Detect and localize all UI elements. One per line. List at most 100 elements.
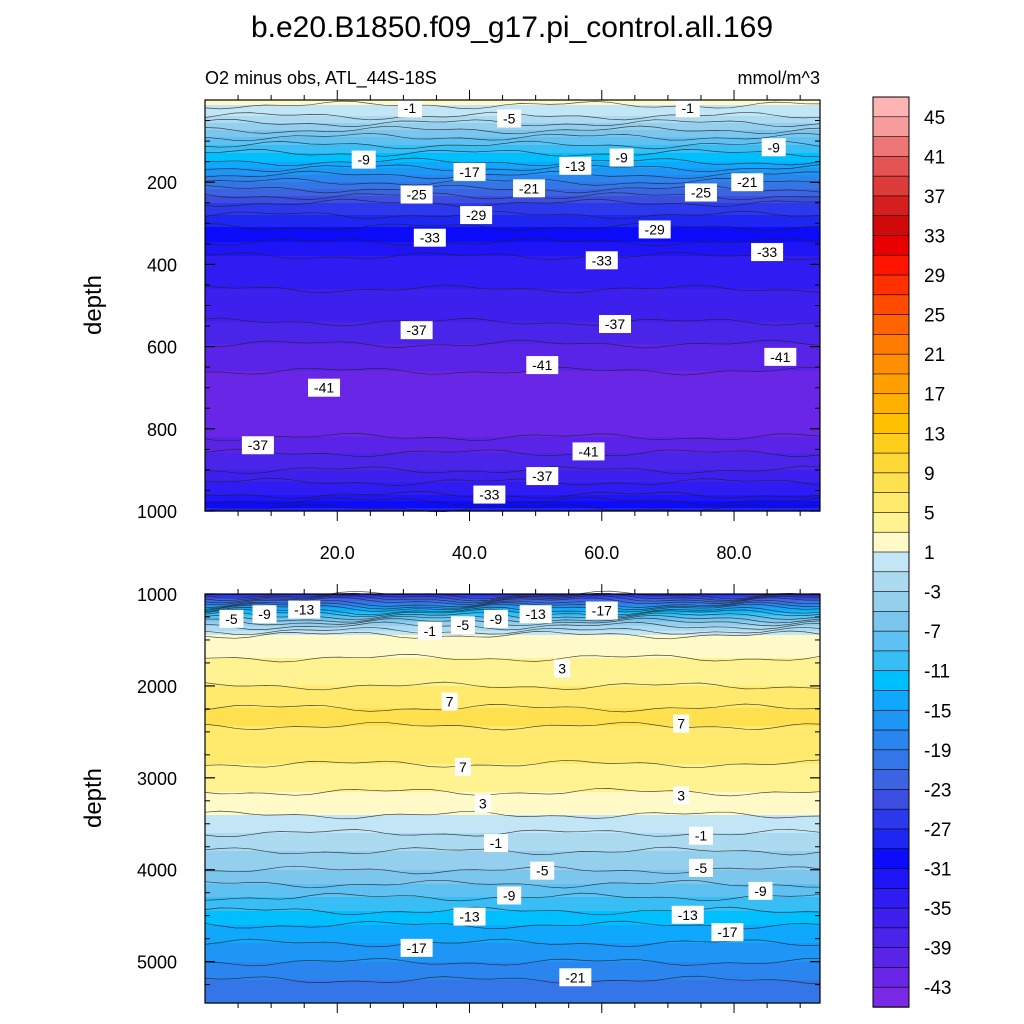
contour-band — [205, 644, 820, 646]
colorbar-label: -11 — [924, 662, 950, 683]
contour-band — [205, 798, 820, 800]
colorbar-label: 41 — [924, 147, 945, 168]
contour-band — [205, 271, 820, 273]
svg-text:-1: -1 — [424, 623, 437, 639]
contour-label: -33 — [473, 485, 506, 504]
contour-band — [205, 249, 820, 251]
contour-band — [205, 636, 820, 638]
contour-band — [205, 432, 820, 434]
contour-line — [204, 170, 821, 180]
contour-band — [205, 682, 820, 684]
colorbar-swatch — [872, 393, 910, 415]
contour-line — [204, 810, 821, 820]
contour-band — [205, 712, 820, 714]
contour-band — [205, 476, 820, 478]
contour-line — [204, 164, 821, 173]
contour-band — [205, 747, 820, 749]
contour-band — [205, 452, 820, 454]
svg-text:-9: -9 — [615, 150, 628, 166]
contour-band — [205, 253, 820, 255]
svg-text:-25: -25 — [406, 187, 426, 203]
contour-band — [205, 784, 820, 786]
contour-band — [205, 613, 820, 615]
contour-band — [205, 754, 820, 756]
contour-band — [205, 258, 820, 260]
contour-band — [205, 864, 820, 866]
contour-band — [205, 179, 820, 181]
contour-band — [205, 188, 820, 190]
contour-band — [205, 294, 820, 296]
contour-band — [205, 971, 820, 973]
contour-band — [205, 856, 820, 858]
contour-band — [205, 394, 820, 396]
contour-band — [205, 411, 820, 413]
contour-line — [204, 828, 821, 837]
contour-band — [205, 821, 820, 823]
contour-band — [205, 208, 820, 210]
colorbar-swatch — [872, 907, 910, 929]
contour-band — [205, 803, 820, 805]
contour-band — [205, 480, 820, 482]
contour-label: -5 — [688, 858, 713, 877]
contour-band — [205, 431, 820, 433]
contour-band — [205, 844, 820, 846]
contour-band — [205, 214, 820, 216]
contour-band — [205, 828, 820, 830]
colorbar-label: 13 — [924, 424, 945, 445]
contour-label: -41 — [308, 378, 341, 397]
contour-band — [205, 734, 820, 736]
contour-band — [205, 826, 820, 828]
svg-text:-33: -33 — [479, 487, 499, 503]
contour-band — [205, 871, 820, 873]
contour-band — [205, 849, 820, 851]
contour-band — [205, 857, 820, 859]
contour-band — [205, 954, 820, 956]
contour-band — [205, 136, 820, 138]
contour-band — [205, 278, 820, 280]
svg-text:-5: -5 — [536, 863, 549, 879]
contour-band — [205, 173, 820, 175]
contour-band — [205, 728, 820, 730]
contour-band — [205, 215, 820, 217]
contour-band — [205, 132, 820, 134]
contour-band — [205, 909, 820, 911]
contour-band — [205, 820, 820, 822]
contour-band — [205, 627, 820, 629]
contour-band — [205, 677, 820, 679]
colorbar-label: 21 — [924, 345, 945, 366]
svg-text:-9: -9 — [357, 152, 370, 168]
contour-band — [205, 468, 820, 470]
contour-band — [205, 221, 820, 223]
contour-band — [205, 160, 820, 162]
contour-line — [204, 478, 821, 486]
contour-band — [205, 599, 820, 601]
contour-band — [205, 135, 820, 137]
colorbar-swatch — [872, 472, 910, 494]
contour-band — [205, 412, 820, 414]
contour-band — [205, 371, 820, 373]
contour-band — [205, 195, 820, 197]
colorbar-label: 9 — [924, 464, 935, 485]
contour-band — [205, 988, 820, 990]
contour-band — [205, 360, 820, 362]
contour-band — [205, 462, 820, 464]
contour-band — [205, 669, 820, 671]
colorbar-label: 37 — [924, 187, 945, 208]
svg-text:7: 7 — [446, 694, 454, 710]
contour-band — [205, 662, 820, 664]
x-tick-label: 80.0 — [717, 543, 752, 563]
contour-label: -13 — [519, 605, 552, 624]
contour-band — [205, 424, 820, 426]
contour-band — [205, 880, 820, 882]
contour-band — [205, 427, 820, 429]
contour-band — [205, 330, 820, 332]
contour-band — [205, 651, 820, 653]
colorbar-swatch — [872, 630, 910, 652]
contour-band — [205, 438, 820, 440]
contour-band — [205, 869, 820, 871]
contour-band — [205, 911, 820, 913]
svg-text:-17: -17 — [717, 924, 737, 940]
contour-line — [204, 251, 821, 261]
contour-band — [205, 308, 820, 310]
contour-band — [205, 423, 820, 425]
